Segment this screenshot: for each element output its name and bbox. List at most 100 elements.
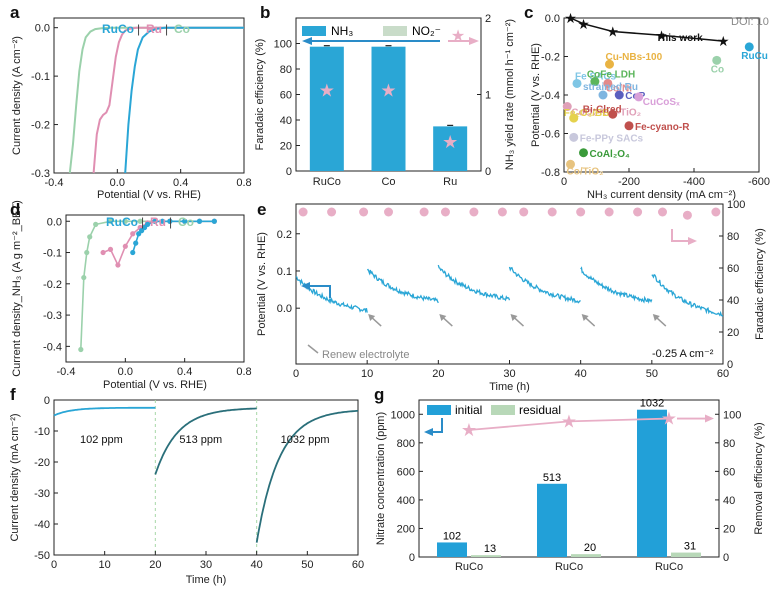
data-point-ru [130,231,136,237]
fe-point [359,207,369,217]
scatter-point-label: Co/TiO₂ [567,166,604,177]
scatter-point [566,159,575,169]
bar-value-residual: 31 [684,541,696,553]
x-axis-label: Potential (V vs. RHE) [103,379,207,391]
legend-star-marker: ★ [451,28,465,45]
potential-segment [580,266,653,304]
this-work-label: This work [656,33,703,44]
legend-ru: Ru [150,215,166,229]
scatter-point-label: strained Ru [583,82,638,93]
panel-c: 0 -200 -400 -600 0.0 -0.2 -0.4 -0.6 -0.8 NH₃ curr… [524,3,770,201]
y2-tick-label: 80 [727,231,739,243]
bar-value-residual: 13 [484,543,496,555]
data-point-co [78,346,84,353]
potential-segment [437,264,511,302]
legend-label-nh3: NH₃ [331,24,353,38]
scatter-point-label: RuCu [741,51,768,62]
data-point-ruco [152,218,158,224]
x-tick-label: 0.0 [110,177,125,189]
left-axis-indicator [430,418,443,433]
condition-label: -0.25 A cm⁻² [652,348,714,360]
potential-segment [295,276,368,314]
x-tick-label: 0 [561,176,567,188]
y-tick-label: 0.0 [277,303,292,315]
series-co [80,220,215,350]
fe-point [711,207,721,217]
removal-efficiency-star: ★ [461,420,477,440]
panel-label: b [260,3,270,22]
data-point-ru [100,249,106,256]
yield-star-marker: ★ [380,81,396,101]
scatter-point-label: Co [711,64,724,75]
scatter-point-label: Bi-Clred [583,104,622,115]
legend-ruco: RuCo [106,215,138,229]
y-tick-label: 0 [286,166,292,178]
panel-label: c [524,3,533,22]
scatter-point-label: Fe SACs [575,71,617,82]
category-label: RuCo [655,561,683,573]
left-axis-indicator-head [301,282,310,290]
bar-initial [637,409,667,557]
scatter-point [569,113,579,123]
data-point-ruco [133,240,139,246]
y-tick-label: -0.1 [43,248,62,260]
legend-separator: | [169,215,172,229]
renew-arrow-head [368,314,376,322]
x-tick-label: 30 [503,368,515,380]
y2-tick-label: 20 [723,523,735,535]
y-tick-label: 80 [280,64,292,76]
axis-arrow-right-head [469,37,479,45]
left-axis-indicator-head [424,428,433,436]
y2-tick-label: 20 [727,327,739,339]
bar-initial [537,483,567,557]
data-point-co [93,221,99,227]
scatter-point [614,90,624,100]
y2-tick-label: 40 [727,295,739,307]
fe-point [327,207,337,217]
fe-point [497,207,507,217]
y2-tick-label: 80 [723,438,735,450]
fe-point [384,207,394,217]
scatter-point [579,148,588,158]
bar-value-residual: 20 [584,542,596,554]
renew-arrow-head [652,314,660,322]
x-axis-label: Time (h) [186,574,227,586]
this-work-line [570,17,724,42]
y2-tick-label: 60 [727,263,739,275]
data-point-ruco [167,218,173,224]
data-point-co [81,274,87,281]
this-work-star: ★ [577,16,590,32]
y-tick-label: 20 [280,141,292,153]
bar-value-initial: 102 [443,530,461,542]
legend-separator: | [165,22,168,36]
x-tick-label: 0 [51,559,57,571]
y-axis-label: Current density (mA cm⁻²) [9,413,21,541]
potential-segment [651,273,724,317]
x-tick-label: 30 [200,559,212,571]
x-tick-label: 0.0 [118,366,133,378]
legend-label-residual: residual [519,403,561,417]
bar-residual [571,554,601,557]
x-tick-label: -200 [618,176,640,188]
y-tick-label: -0.6 [541,129,560,141]
fe-point [658,207,668,217]
x-tick-label: 0 [293,368,299,380]
scatter-point-label: Cu-NBs-100 [606,52,663,63]
x-tick-label: -600 [748,176,770,188]
category-label: RuCo [555,561,583,573]
potential-segment [508,266,581,304]
y2-axis-label: Removal efficiency (%) [753,422,765,534]
bar-nh3 [309,46,344,171]
data-point-co [107,218,114,224]
bar-value-initial: 1032 [640,398,664,410]
y-axis-label: Current density_NH₃ (A g m⁻²_BET) [11,200,23,377]
series-ru [92,26,244,174]
fe-point [440,207,450,217]
this-work-star: ★ [655,27,668,43]
renew-arrow-head [581,314,589,322]
scatter-point-label: CoAl₂O₄ [590,149,631,160]
y-tick-label: 600 [397,466,415,478]
legend-co: Co [178,215,194,229]
x-axis-label: Potential (V vs. RHE) [97,189,201,201]
fe-point [298,207,308,217]
